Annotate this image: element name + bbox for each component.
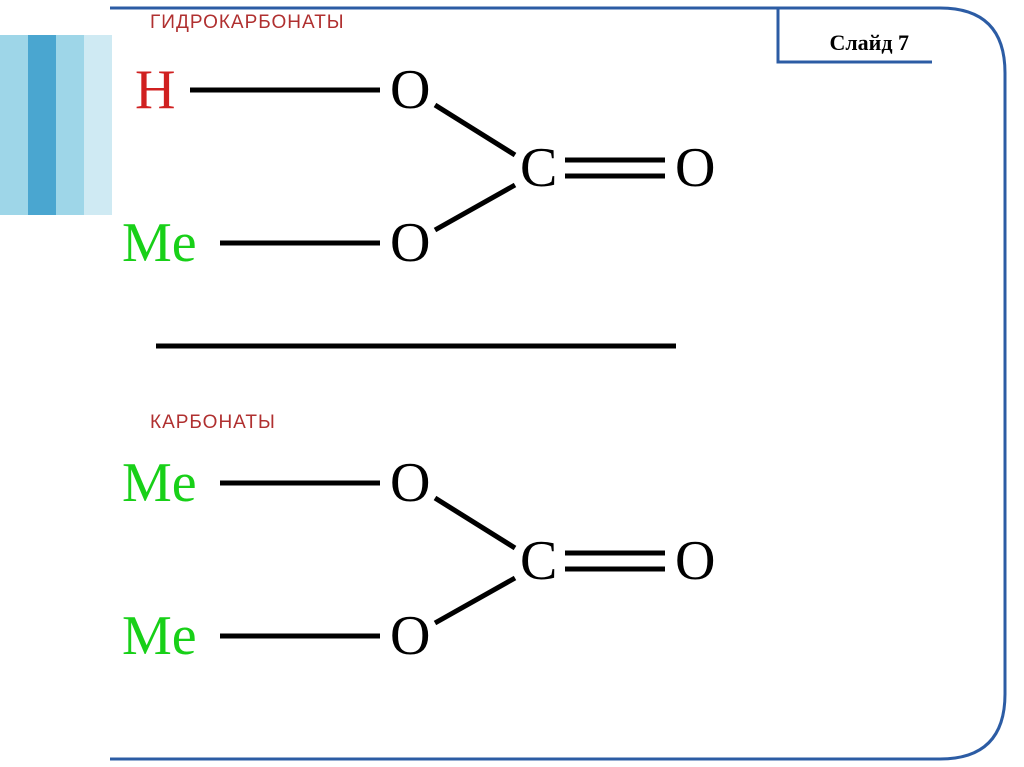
bonds-carbonate [220,483,665,636]
bond-layer [120,0,920,767]
content-area: ГИДРОКАРБОНАТЫ H Me O O C O КАРБОНАТЫ Me… [120,0,920,767]
slide: Слайд 7 ГИДРОКАРБОНАТЫ H Me O O C O КАРБ… [0,0,1024,767]
bonds-hydrocarbonate [190,90,665,243]
